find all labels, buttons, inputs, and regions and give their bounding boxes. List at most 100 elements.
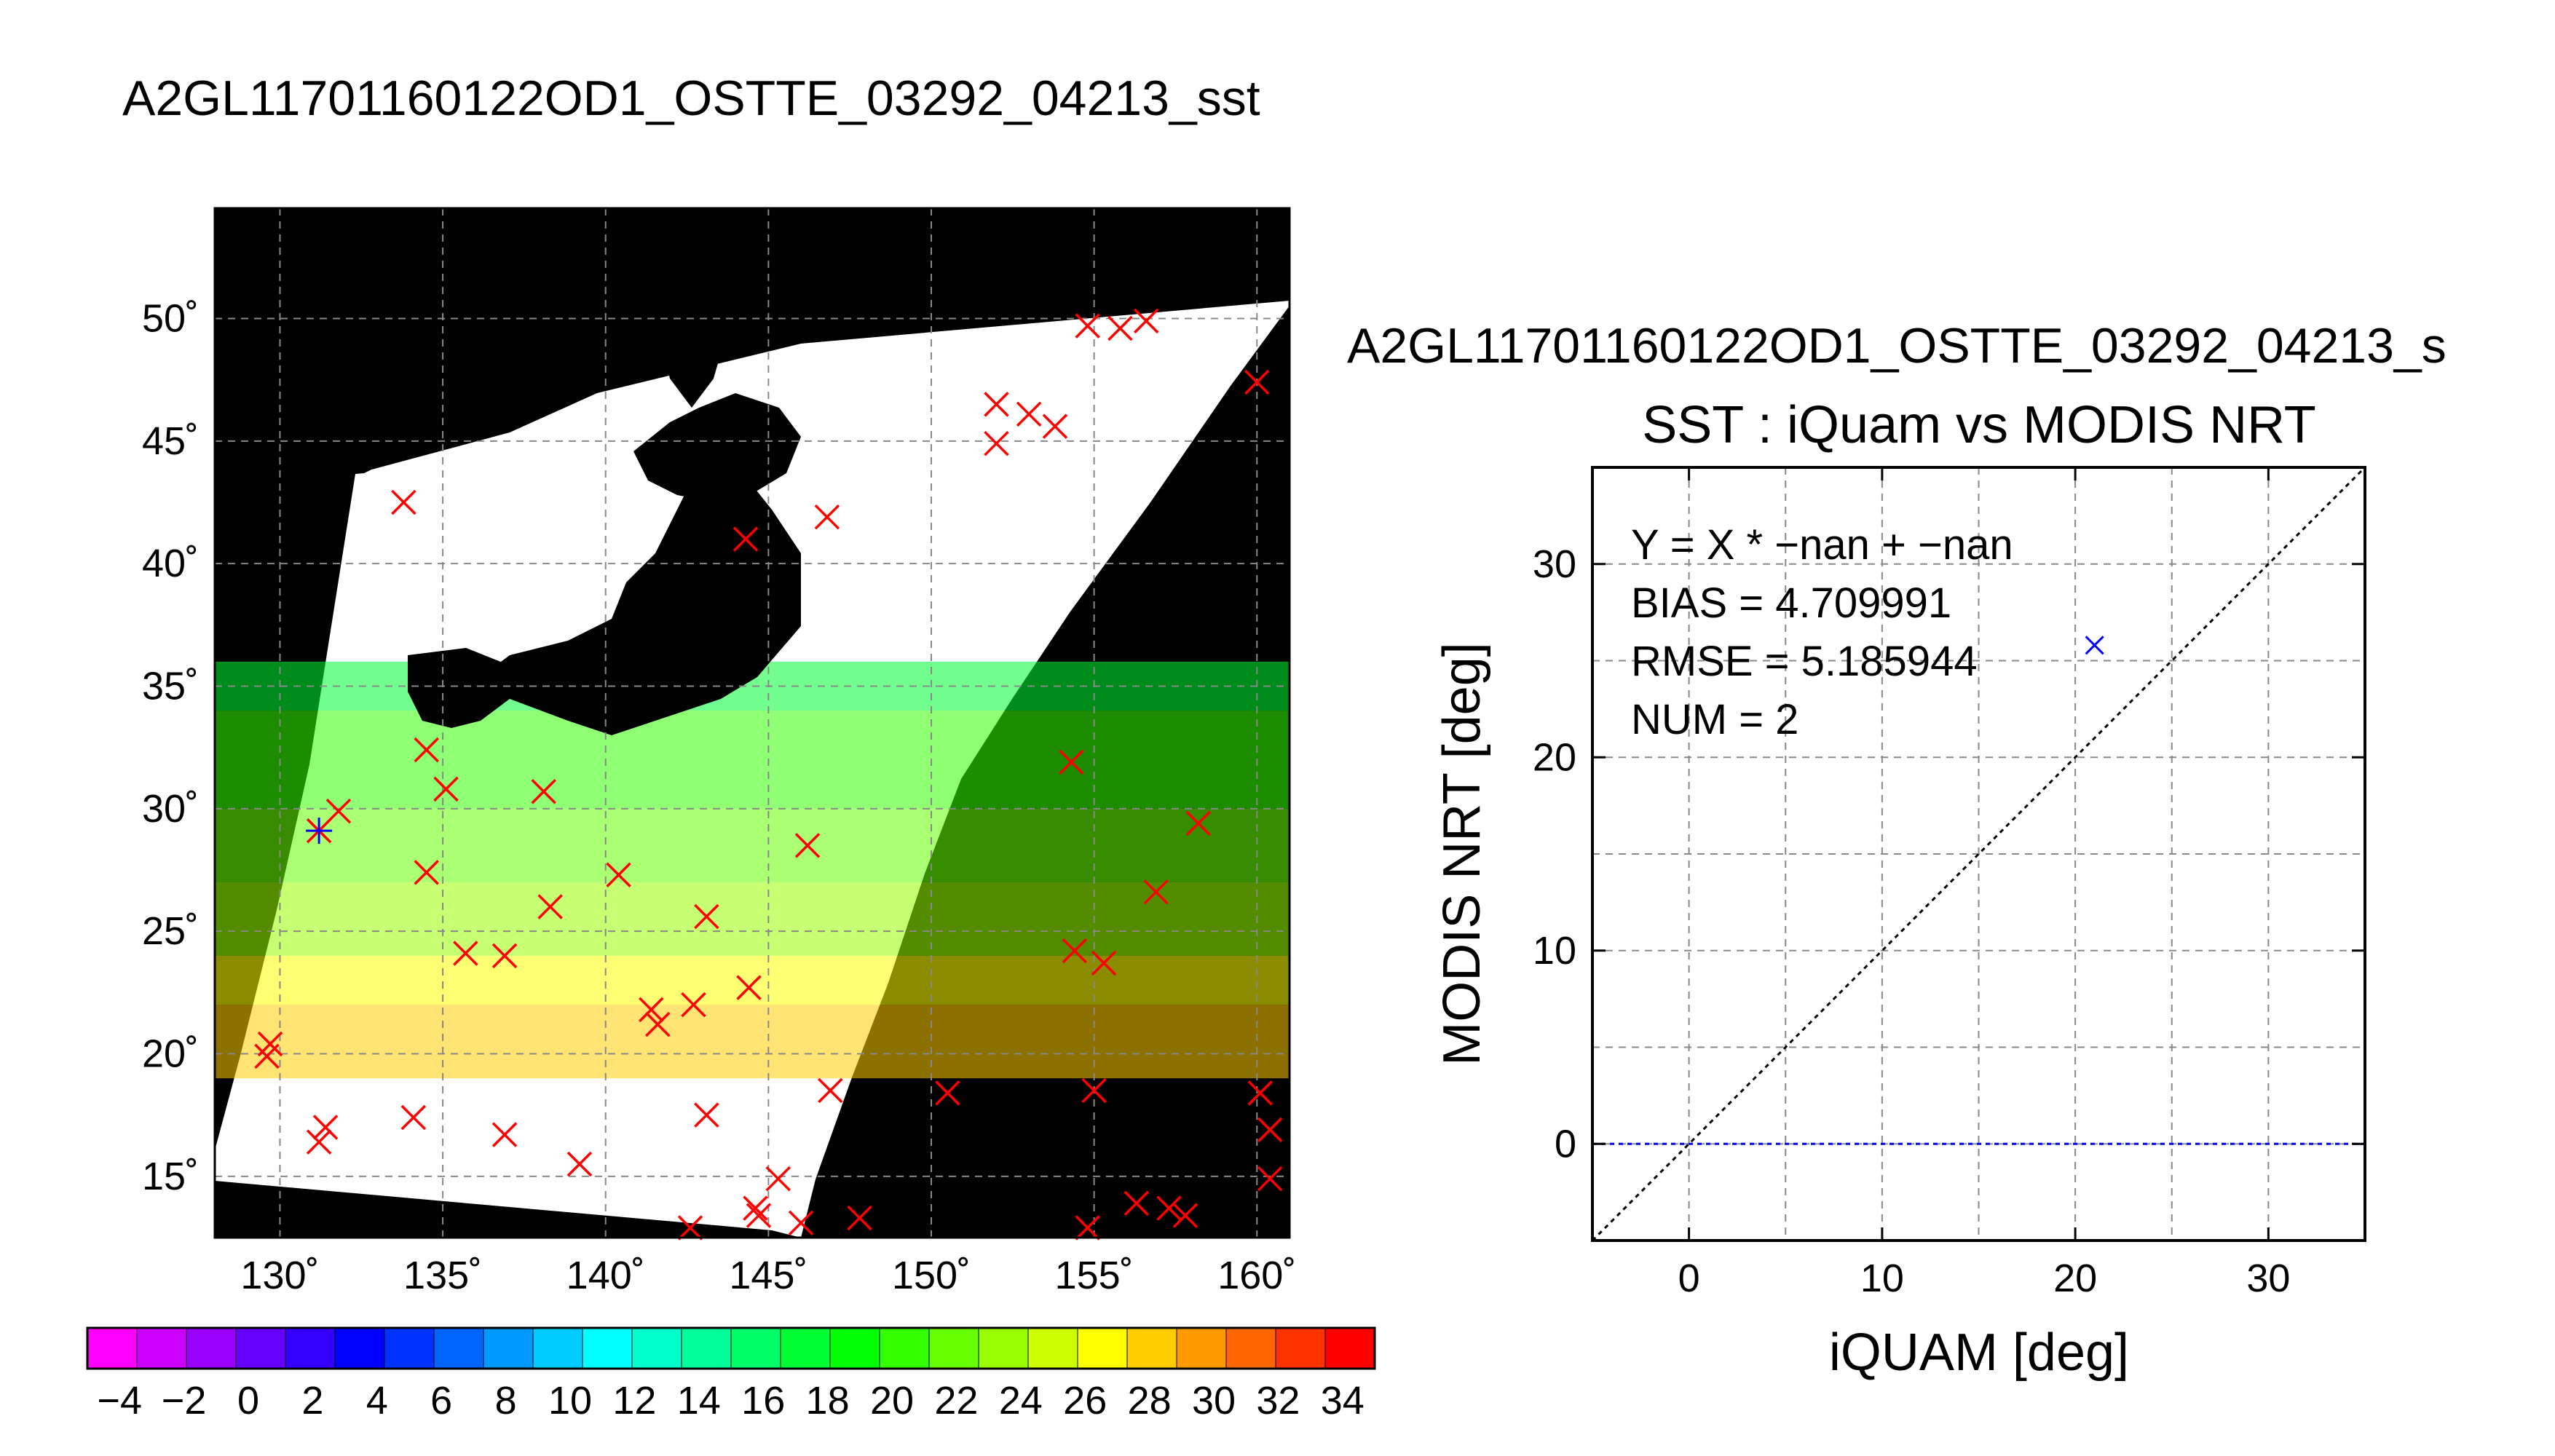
colorbar-cell: [433, 1327, 484, 1369]
insitu-marker: [306, 818, 333, 844]
one-to-one-line: [1592, 467, 2365, 1241]
matchup-marker: [531, 779, 556, 804]
matchup-marker: [1016, 401, 1042, 427]
colorbar-frame: [86, 1326, 1376, 1370]
matchup-marker: [984, 430, 1009, 456]
sst-band-4: [215, 955, 1290, 1005]
colorbar-cell: [1176, 1327, 1227, 1369]
stats-line: NUM = 2: [1631, 696, 1798, 743]
sst-band-2: [215, 808, 1290, 882]
colorbar-cell: [928, 1327, 979, 1369]
sst-band-5: [215, 1005, 1290, 1079]
sst-band-3: [215, 882, 1290, 956]
matchup-marker: [306, 1129, 332, 1155]
matchup-marker: [1081, 1077, 1107, 1104]
matchup-marker: [433, 776, 459, 802]
colorbar-tick-label: −2: [162, 1379, 207, 1423]
colorbar-cell: [1077, 1327, 1128, 1369]
matchup-marker: [254, 1043, 280, 1069]
matchup-marker: [732, 526, 759, 552]
matchup-marker: [765, 1166, 791, 1192]
matchup-marker: [566, 1151, 593, 1177]
matchup-marker: [794, 833, 821, 858]
matchup-marker: [1156, 1195, 1182, 1221]
colorbar-cell: [978, 1327, 1029, 1369]
colorbar-tick-label: 32: [1256, 1379, 1300, 1423]
matchup-marker: [414, 860, 439, 885]
scatter-title: SST : iQuam vs MODIS NRT: [1642, 396, 2316, 454]
colorbar-cell: [235, 1327, 286, 1369]
matchup-markers: [254, 308, 1283, 1241]
colorbar-cell: [136, 1327, 187, 1369]
matchup-marker: [1062, 938, 1088, 964]
colorbar-tick-label: 34: [1321, 1379, 1365, 1423]
honshu-land: [481, 466, 801, 735]
scatter-frame: [1591, 466, 2366, 1242]
scatter-ytick-label: 10: [1533, 929, 1576, 973]
colorbar-cell: [829, 1327, 880, 1369]
scatter-xtick-label: 30: [2246, 1257, 2290, 1300]
scatter-ytick-label: 0: [1555, 1122, 1576, 1166]
map-gridlines: [215, 208, 1290, 1238]
matchup-marker: [491, 1122, 518, 1147]
colorbar-cell: [681, 1327, 732, 1369]
map-lon-tick-label: 150˚: [892, 1254, 971, 1297]
colorbar-cell: [1126, 1327, 1177, 1369]
stats-line: Y = X * −nan + −nan: [1631, 521, 2013, 569]
colorbar-cell: [1275, 1327, 1326, 1369]
colorbar-tick-label: 16: [741, 1379, 785, 1423]
sst-bands: [215, 661, 1290, 1079]
stats-line: BIAS = 4.709991: [1631, 579, 1951, 627]
scatter-ylabel: MODIS NRT [deg]: [1433, 642, 1491, 1066]
matchup-marker: [453, 941, 478, 966]
map-lon-tick-label: 145˚: [729, 1254, 807, 1297]
map-lat-tick-label: 35˚: [142, 665, 199, 708]
map-lon-tick-label: 135˚: [403, 1254, 482, 1297]
map-lon-tick-label: 155˚: [1055, 1254, 1134, 1297]
colorbar-cell: [1225, 1327, 1276, 1369]
matchup-marker: [1172, 1203, 1198, 1228]
map-longitude-labels: 130˚ 135˚ 140˚ 145˚ 150˚ 155˚ 160˚: [240, 1254, 1296, 1297]
map-lon-tick-label: 160˚: [1217, 1254, 1296, 1297]
matchup-marker: [639, 997, 664, 1023]
matchup-marker: [312, 1115, 339, 1140]
map-lon-tick-label: 140˚: [566, 1254, 645, 1297]
matchup-marker: [1185, 810, 1212, 836]
map-lat-tick-label: 25˚: [142, 909, 199, 953]
matchup-marker: [984, 392, 1009, 417]
colorbar-tick-label: 8: [495, 1379, 517, 1423]
map-frame: [213, 207, 1291, 1239]
scatter-xtick-label: 10: [1860, 1257, 1904, 1300]
colorbar-cell: [186, 1327, 237, 1369]
matchup-marker: [391, 489, 416, 515]
colorbar-tick-label: 22: [934, 1379, 978, 1423]
colorbar-tick-label: 28: [1128, 1379, 1172, 1423]
matchup-marker: [818, 1077, 843, 1104]
colorbar-cell: [87, 1327, 138, 1369]
matchup-marker: [935, 1080, 960, 1106]
colorbar-cells: [87, 1327, 1375, 1369]
matchup-marker: [1143, 879, 1169, 905]
colorbar-tick-label: 0: [237, 1379, 259, 1423]
matchup-marker: [681, 992, 706, 1018]
scatter-gridlines: [1592, 467, 2365, 1241]
scatter-points: [2085, 636, 2104, 655]
asian-coast-land: [215, 208, 677, 474]
matchup-marker: [1257, 1117, 1283, 1143]
matchup-marker: [694, 1102, 719, 1128]
map-lat-tick-label: 50˚: [142, 297, 199, 341]
matchup-marker: [1257, 1166, 1283, 1192]
map-lat-tick-label: 45˚: [142, 419, 199, 463]
matchup-marker: [746, 1203, 772, 1228]
colorbar-tick-label: 18: [806, 1379, 850, 1423]
matchup-marker: [1059, 749, 1084, 775]
colorbar-cell: [334, 1327, 385, 1369]
scatter-ytick-label: 20: [1533, 735, 1576, 779]
hokkaido-land: [633, 393, 801, 502]
matchup-marker: [606, 862, 631, 887]
colorbar-cell: [1027, 1327, 1078, 1369]
matchup-marker: [414, 737, 439, 763]
matchup-marker: [537, 894, 563, 919]
map-lon-tick-label: 130˚: [240, 1254, 319, 1297]
